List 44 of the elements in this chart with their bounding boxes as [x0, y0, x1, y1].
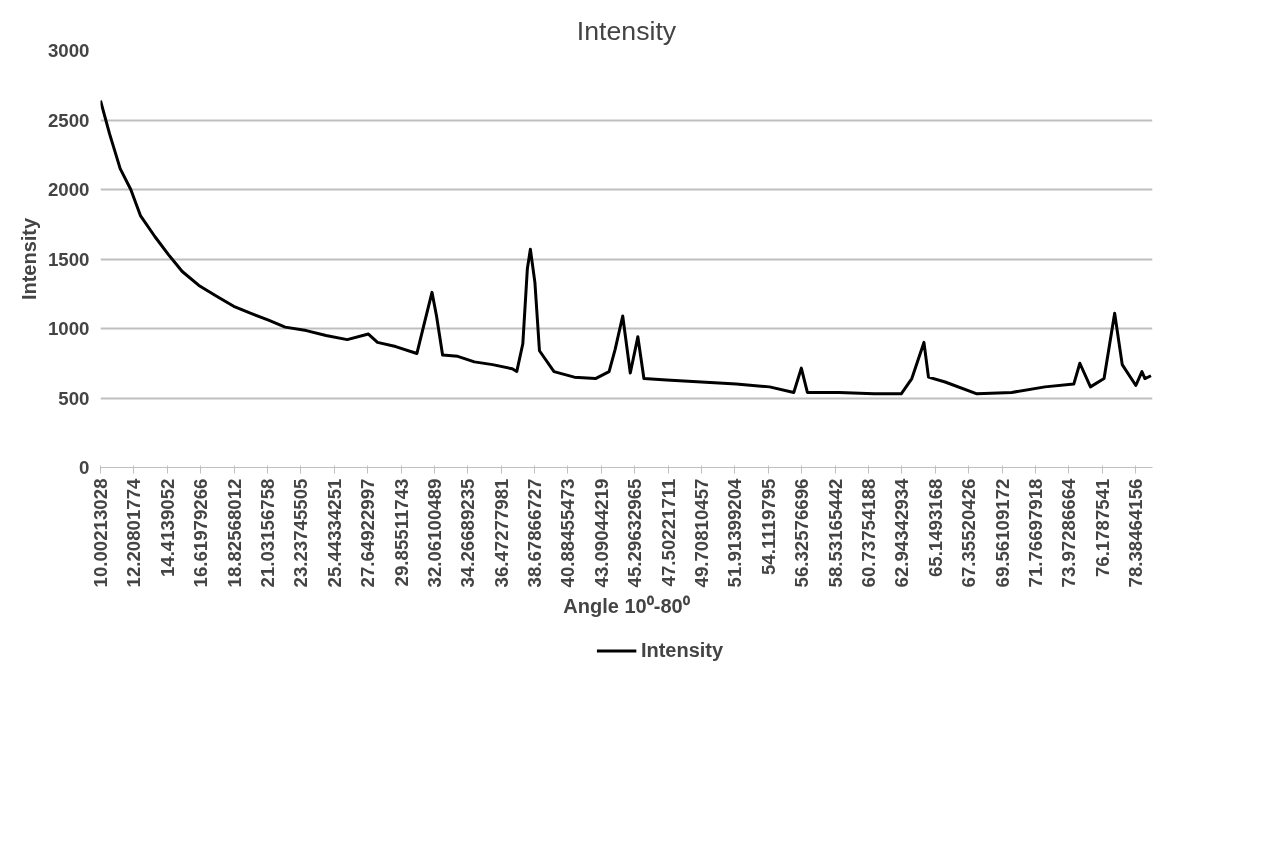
x-tick-label: 29.85511743	[390, 478, 412, 587]
x-tick-label: 38.67866727	[524, 478, 546, 588]
x-tick-label: 40.88455473	[557, 478, 579, 588]
x-tick-label: 76.1787541	[1091, 478, 1113, 578]
line-series	[100, 99, 1153, 396]
x-tick-label: 51.91399204	[724, 477, 746, 588]
x-tick-label: 12.20801774	[123, 477, 145, 588]
y-tick-label: 500	[58, 387, 90, 409]
y-tick-label: 3000	[48, 40, 90, 61]
x-tick-label: 78.38464156	[1125, 478, 1147, 588]
y-tick-label: 1000	[48, 318, 90, 339]
legend-label: Intensity	[640, 638, 724, 662]
x-tick-label: 18.82568012	[223, 478, 245, 588]
x-tick-label: 67.35520426	[958, 478, 980, 588]
x-tick-label: 56.32576696	[791, 478, 813, 588]
x-tick-label: 10.00213028	[90, 478, 112, 588]
x-tick-label: 23.23745505	[290, 478, 312, 588]
x-tick-label: 36.47277981	[490, 478, 512, 588]
y-tick-label: 1500	[48, 248, 90, 270]
x-tick-label: 16.61979266	[190, 478, 212, 588]
x-tick-label: 45.29632965	[624, 478, 646, 588]
x-tick-label: 34.26689235	[457, 478, 479, 588]
chart-title: Intensity	[576, 15, 677, 46]
x-tick-label: 25.44334251	[323, 478, 345, 588]
x-tick-label: 32.06100489	[423, 478, 445, 588]
x-tick-label: 14.4139052	[156, 478, 178, 578]
x-tick-label: 21.03156758	[256, 478, 278, 588]
x-tick-label: 43.09044219	[590, 478, 612, 588]
x-tick-label: 47.50221711	[657, 478, 679, 587]
x-tick-label: 54.1119795	[757, 478, 779, 576]
x-tick-label: 27.64922997	[357, 478, 379, 588]
x-tick-label: 65.1493168	[924, 478, 946, 578]
y-tick-label: 2500	[48, 109, 90, 131]
x-tick-label: 62.94342934	[891, 477, 913, 588]
x-tick-label: 73.97286664	[1058, 477, 1080, 588]
x-tick-label: 60.73754188	[858, 478, 879, 588]
x-tick-label: 49.70810457	[691, 478, 713, 588]
y-tick-label: 0	[79, 457, 90, 478]
x-axis-title: Angle 10⁰-80⁰	[563, 595, 690, 618]
x-tick-label: 69.56109172	[991, 478, 1013, 588]
y-tick-label: 2000	[48, 179, 90, 200]
y-axis-title: Intensity	[18, 217, 40, 301]
x-tick-label: 71.76697918	[1024, 478, 1046, 588]
x-tick-label: 58.53165442	[824, 478, 846, 588]
